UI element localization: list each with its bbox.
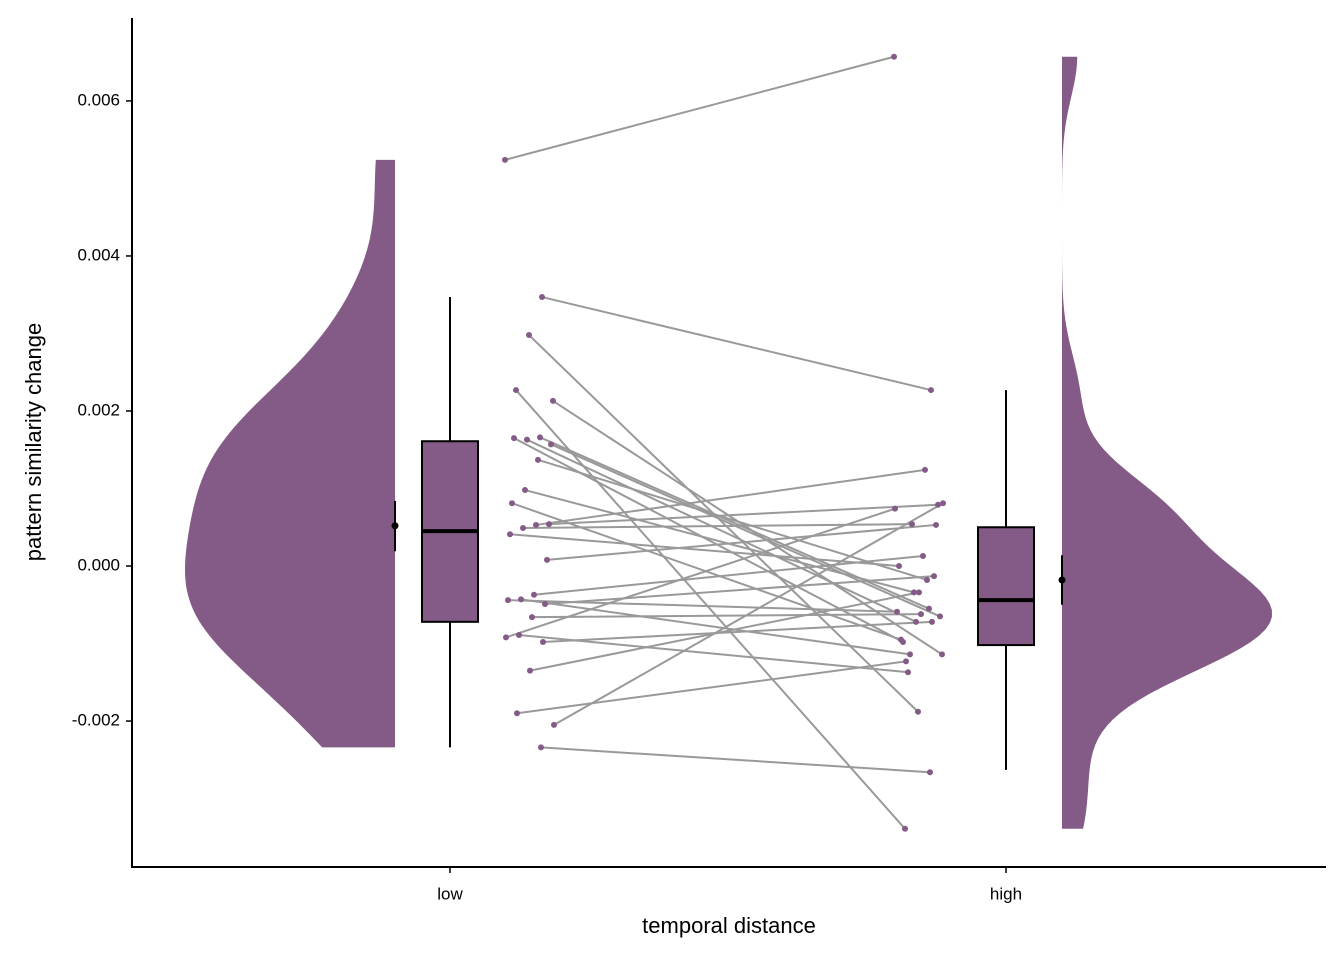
pair-line [548,503,939,526]
pair-line [541,296,932,392]
point [907,651,913,658]
point [935,501,941,508]
y-tick-label: 0.006 [77,90,120,109]
point [514,710,520,717]
point [526,332,532,339]
pair-line [528,334,919,713]
y-tick-label: -0.002 [72,711,120,730]
point [924,576,930,583]
point [926,605,932,612]
x-axis-title: temporal distance [642,913,816,938]
point [537,434,543,441]
point [518,596,524,603]
point [915,708,921,715]
point [548,441,554,448]
violin [1062,56,1272,829]
point [509,500,515,507]
point [940,500,946,507]
x-tick-label: high [990,884,1022,903]
point [516,632,522,639]
y-axis-title: pattern similarity change [21,323,46,561]
point [894,608,900,615]
pair-line [529,591,920,672]
point [522,487,528,494]
pair-line [540,746,931,774]
box [977,526,1035,647]
point [503,634,509,641]
y-tick-label: 0.004 [77,245,120,264]
point [927,769,933,776]
pair-line [539,436,930,610]
pair-line [520,598,911,656]
point [513,387,519,394]
point [939,651,945,658]
pair-line [531,613,922,619]
pair-line [537,458,928,581]
mean-point [1058,576,1066,584]
pair-line [505,507,896,639]
y-tick-label: 0.002 [77,400,120,419]
pair-line [553,502,944,726]
point [892,505,898,512]
pair-line [509,533,900,568]
point [922,466,928,473]
point [905,669,911,676]
pair-line [544,575,935,606]
pair-line [516,660,907,715]
point [529,614,535,621]
point [539,294,545,301]
point [535,456,541,463]
point [911,589,917,596]
point [520,525,526,532]
pair-line [504,55,895,161]
point [524,436,530,443]
point [531,591,537,598]
point [527,667,533,674]
point [920,552,926,559]
point [511,435,517,442]
point [916,589,922,596]
point [896,563,902,570]
pair-line [526,438,917,623]
point [538,744,544,751]
pair-line [518,634,909,674]
mean-point [391,522,399,530]
point [937,613,943,620]
point [933,521,939,528]
point [898,636,904,643]
pair-line [546,523,937,561]
pair-line [542,620,933,643]
pair-line [515,389,906,830]
point [931,573,937,580]
point [891,53,897,60]
point [546,521,552,528]
pair-line [533,554,924,596]
point [544,556,550,563]
point [902,825,908,832]
point [551,721,557,728]
y-tick-label: 0.000 [77,556,120,575]
pair-line [524,489,915,594]
point [507,531,513,538]
point [929,618,935,625]
point [542,601,548,608]
point [540,638,546,645]
violin [185,159,395,748]
pair-line [550,443,941,618]
point [502,156,508,163]
point [505,597,511,604]
point [533,521,539,528]
pair-line [522,523,913,530]
x-tick-label: low [437,884,463,903]
point [550,397,556,404]
pair-line [535,468,926,526]
point [909,521,915,528]
point [918,611,924,618]
point [928,387,934,394]
point [903,658,909,665]
point [913,618,919,625]
